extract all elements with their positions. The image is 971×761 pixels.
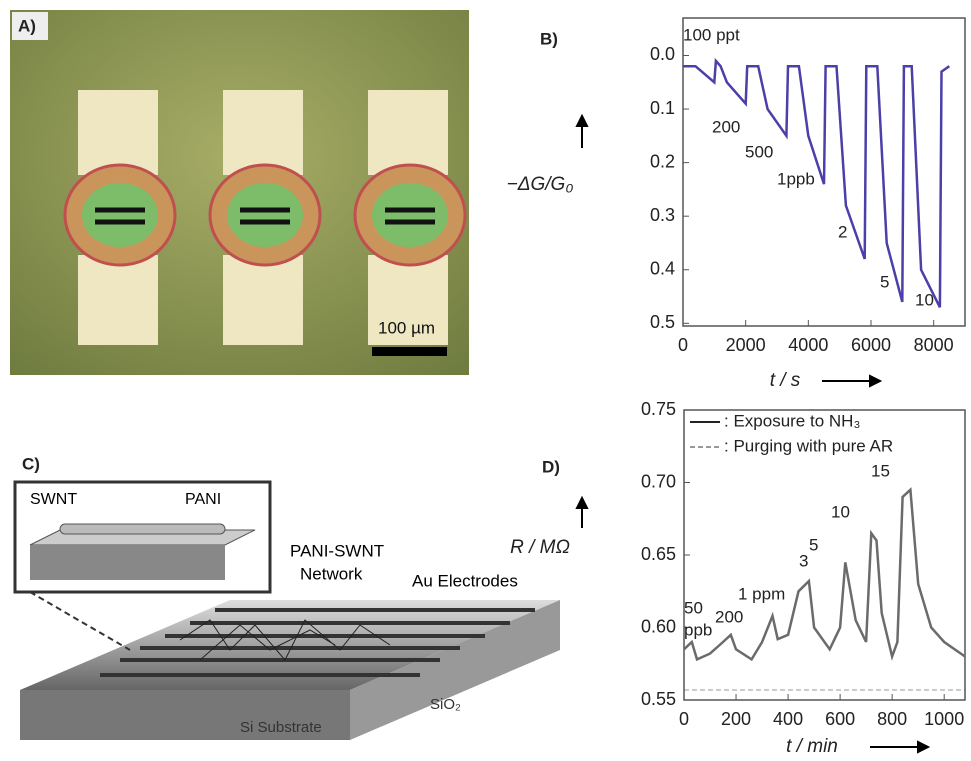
annotation: 2 xyxy=(838,222,847,241)
y-tick-label: 0.55 xyxy=(641,689,676,709)
annotation: 3 xyxy=(799,551,808,570)
diagram-label: Si Substrate xyxy=(240,719,322,736)
diagram-label: PANI-SWNT xyxy=(290,541,384,560)
x-axis-label: t / min xyxy=(786,736,838,757)
x-tick-label: 800 xyxy=(877,709,907,729)
annotation: 15 xyxy=(871,461,890,480)
x-tick-label: 0 xyxy=(679,709,689,729)
y-tick-label: 0.60 xyxy=(641,616,676,636)
annotation: 100 ppt xyxy=(683,25,740,44)
panel-label: A) xyxy=(18,16,36,35)
diagram-label: Au Electrodes xyxy=(412,571,518,590)
x-tick-label: 0 xyxy=(678,335,688,355)
scale-bar xyxy=(372,347,447,356)
x-tick-label: 600 xyxy=(825,709,855,729)
x-tick-label: 400 xyxy=(773,709,803,729)
scale-bar-label: 100 µm xyxy=(378,318,435,337)
annotation: 10 xyxy=(915,290,934,309)
annotation: 200 xyxy=(715,607,743,626)
y-tick-label: 0.1 xyxy=(650,98,675,118)
devices xyxy=(65,165,465,265)
data-line xyxy=(684,490,965,660)
inset-pointer xyxy=(30,592,130,650)
x-axis-label: t / s xyxy=(770,370,801,391)
panel-a: A) 100 µm xyxy=(10,10,469,375)
y-tick-label: 0.5 xyxy=(650,312,675,332)
legend-label: : Purging with pure AR xyxy=(724,436,893,455)
diagram-label: SiO₂ xyxy=(430,696,461,713)
diagram-label: Network xyxy=(300,564,363,583)
y-tick-label: 0.75 xyxy=(641,399,676,419)
y-tick-label: 0.3 xyxy=(650,205,675,225)
annotation: 5 xyxy=(880,272,889,291)
x-tick-label: 8000 xyxy=(914,335,954,355)
x-tick-label: 1000 xyxy=(924,709,964,729)
x-tick-label: 200 xyxy=(721,709,751,729)
inset-label: PANI xyxy=(185,491,221,508)
y-tick-label: 0.4 xyxy=(650,259,675,279)
figure: A) 100 µm C) SWNT PANI PANI-SWNT Network… xyxy=(0,0,971,761)
panel-label: C) xyxy=(22,454,40,473)
figure-svg: A) 100 µm C) SWNT PANI PANI-SWNT Network… xyxy=(0,0,971,761)
y-axis-label: −ΔG/G₀ xyxy=(507,174,574,195)
inset-label: SWNT xyxy=(30,491,77,508)
annotation: 200 xyxy=(712,117,740,136)
panel-c: C) SWNT PANI PANI-SWNT Network Au Electr… xyxy=(15,454,560,740)
panel-label: B) xyxy=(540,29,558,48)
x-tick-label: 4000 xyxy=(788,335,828,355)
x-tick-label: 6000 xyxy=(851,335,891,355)
y-tick-label: 0.65 xyxy=(641,544,676,564)
annotation: 1 ppm xyxy=(738,584,785,603)
y-tick-label: 0.0 xyxy=(650,44,675,64)
annotation: 50 xyxy=(684,598,703,617)
annotation: ppb xyxy=(684,620,712,639)
annotation: 500 xyxy=(745,142,773,161)
y-tick-label: 0.2 xyxy=(650,151,675,171)
annotation: 10 xyxy=(831,502,850,521)
annotation: 1ppb xyxy=(777,169,815,188)
inset-film xyxy=(60,524,225,534)
y-tick-label: 0.70 xyxy=(641,471,676,491)
y-axis-label: R / MΩ xyxy=(510,537,570,558)
x-tick-label: 2000 xyxy=(726,335,766,355)
inset-side xyxy=(30,545,225,580)
data-line xyxy=(683,61,949,307)
annotation: 5 xyxy=(809,535,818,554)
panel-label: D) xyxy=(542,457,560,476)
legend-label: : Exposure to NH₃ xyxy=(724,411,860,430)
